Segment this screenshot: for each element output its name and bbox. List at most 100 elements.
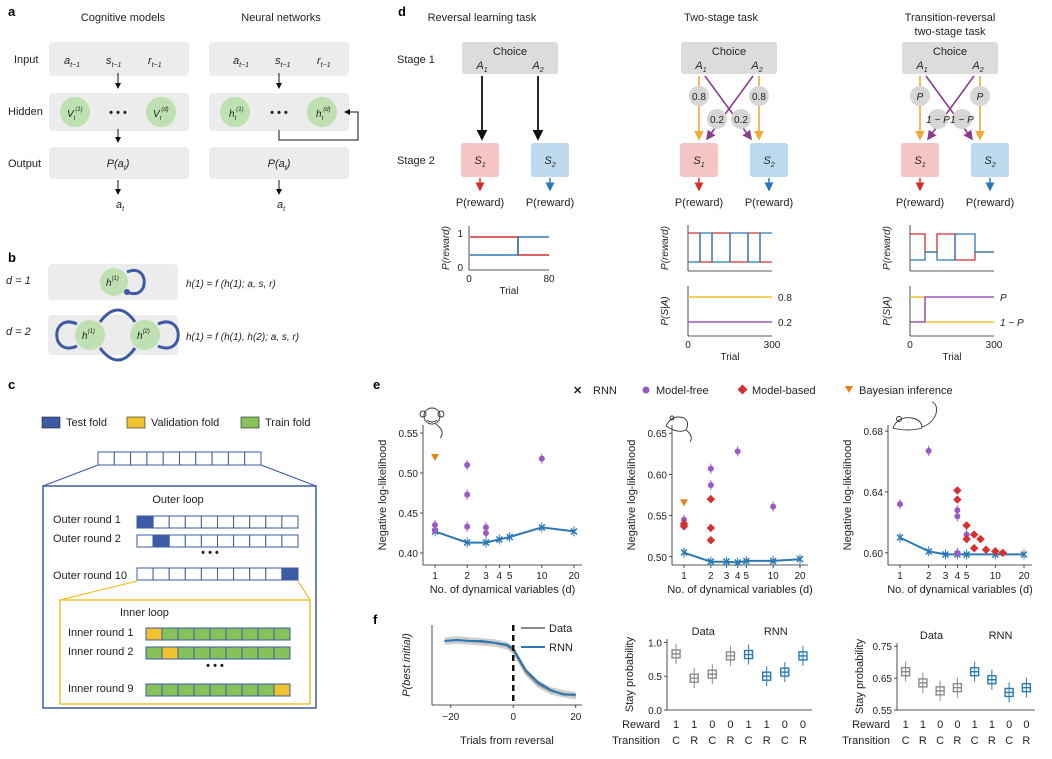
state-label: S1 <box>914 155 925 169</box>
stage2-label: Stage 2 <box>397 155 435 167</box>
plot-ylabel: P(reward) <box>882 226 893 270</box>
transition-line-purple <box>910 296 994 323</box>
inner-fold-cell <box>241 646 259 660</box>
legend-bayesian: Bayesian inference <box>859 385 953 397</box>
x-tick-label: 20 <box>568 571 580 582</box>
rnn-point: ✕ <box>706 557 715 569</box>
rnn-point: ✕ <box>742 556 751 568</box>
mb-point <box>962 534 971 544</box>
cog-input-a: at−1 <box>64 55 80 69</box>
choice-label: Choice <box>493 46 527 58</box>
inner-fold-cell <box>161 627 179 641</box>
plot-xlabel: Trial <box>720 352 739 363</box>
nn-recurrent-arrow <box>278 109 359 141</box>
reward-label-s1: P(reward) <box>896 197 944 209</box>
inner-fold-cell <box>241 627 259 641</box>
inner-fold-cell <box>209 627 227 641</box>
transition-prob-node <box>910 86 930 106</box>
y-tick-label: 0.64 <box>864 488 884 499</box>
inner-zoom-lines <box>59 580 311 601</box>
monkey-icon <box>419 407 445 439</box>
x-tick-label: 3 <box>943 571 949 582</box>
rnn-point: ✕ <box>505 532 514 544</box>
f-stay-prob-chart-2: 0.75 0.65 0.55 Stay probability Data RNN Rewar… <box>842 630 1035 747</box>
cog-output-box <box>49 147 189 179</box>
transition-prob-node <box>707 109 727 129</box>
reward-value: 0 <box>800 719 806 731</box>
reward-label-s2: P(reward) <box>526 197 574 209</box>
legend-test-swatch <box>41 416 61 429</box>
top-fold-cell <box>162 451 180 466</box>
outer-fold-cell <box>265 567 283 581</box>
outer-round-2: Outer round 2 <box>53 533 121 545</box>
reward-line-s1 <box>910 233 994 261</box>
rat-icon <box>665 415 692 443</box>
transition-prob-label: 0.2 <box>734 115 748 126</box>
mf-point <box>482 530 489 536</box>
inner-round-9: Inner round 9 <box>68 683 133 695</box>
state-s1-box <box>901 143 939 177</box>
d1-label: d = 1 <box>6 275 31 287</box>
mf-point <box>770 503 777 510</box>
transition-value-rare: 0.2 <box>778 318 792 329</box>
transition-row-label: Transition <box>842 735 890 747</box>
panel-d: Reversal learning task Two-stage task Tr… <box>397 12 1024 363</box>
stage1-label: Stage 1 <box>397 54 435 66</box>
outer-fold-cell <box>281 515 299 529</box>
outer-loop-title: Outer loop <box>152 494 203 506</box>
plot-ylabel: P(S|A) <box>882 296 893 325</box>
inner-fold-cell <box>209 646 227 660</box>
reward-value: 1 <box>746 719 752 731</box>
x-tick-label: 10 <box>990 571 1002 582</box>
bayes-point <box>431 454 439 461</box>
inner-dots: • • • <box>206 660 224 672</box>
plot-ylabel: P(S|A) <box>660 296 671 325</box>
x-tick-label: 4 <box>497 571 503 582</box>
inner-fold-cell <box>177 646 195 660</box>
reward-value: 0 <box>1006 719 1012 731</box>
transition-value: R <box>1022 735 1030 747</box>
nn-node-1-label: ht(1) <box>229 107 244 122</box>
transition-value: R <box>953 735 961 747</box>
reward-value: 0 <box>782 719 788 731</box>
outer-fold-cell <box>184 534 202 548</box>
task-title-transition-reversal-2: two-stage task <box>915 26 986 38</box>
transition-prob-node <box>952 109 972 129</box>
e-xlabel: No. of dynamical variables (d) <box>667 584 813 596</box>
data-band <box>444 636 576 700</box>
reward-label-s2: P(reward) <box>966 197 1014 209</box>
f-xlabel: Trials from reversal <box>460 735 554 747</box>
panel-label-e: e <box>373 377 380 392</box>
panel-label-f: f <box>373 612 378 627</box>
row-input: Input <box>14 54 38 66</box>
y-tick-label: 0.55 <box>648 512 668 523</box>
transition-value: C <box>902 735 910 747</box>
nn-action: at <box>277 199 286 213</box>
mf-point <box>897 501 903 508</box>
rnn-point: ✕ <box>769 556 778 568</box>
mb-point <box>969 530 979 539</box>
e-ylabel: Negative log-likelihood <box>377 440 389 551</box>
mf-point <box>464 462 471 468</box>
legend-test: Test fold <box>66 417 107 429</box>
transition-value: C <box>708 735 716 747</box>
outer-fold-cell <box>249 534 267 548</box>
e-ylabel: Negative log-likelihood <box>842 440 854 551</box>
x-tick: 300 <box>986 340 1003 351</box>
reward-value: 1 <box>920 719 926 731</box>
inner-fold-cell <box>257 646 275 660</box>
reward-value: 0 <box>954 719 960 731</box>
reward-value: 0 <box>709 719 715 731</box>
legend-mf-marker <box>642 386 650 394</box>
outer-fold-cell <box>184 567 202 581</box>
legend-model-based: Model-based <box>752 385 816 397</box>
panel-f: −20 0 20 Trials from reversal P(best initial… <box>401 623 1035 747</box>
outer-fold-cell <box>233 567 251 581</box>
x-tick-label: 1 <box>432 571 438 582</box>
panel-e: ✕ RNN Model-free Model-based Bayesian in… <box>377 384 1033 596</box>
transition-value: R <box>919 735 927 747</box>
choice-box <box>902 42 998 74</box>
x-tick-label: 5 <box>964 571 970 582</box>
group-label-rnn: RNN <box>989 630 1013 642</box>
cog-dots: • • • <box>109 107 127 119</box>
